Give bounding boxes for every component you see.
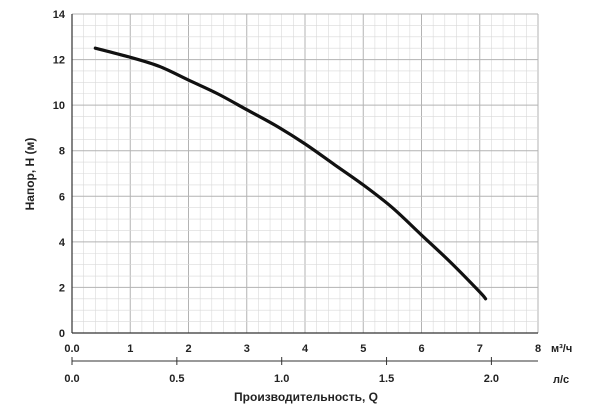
- x-secondary-tick-label: 0.5: [169, 373, 184, 385]
- x-secondary-tick-label: 0.0: [64, 373, 79, 385]
- y-tick-label: 0: [59, 328, 65, 340]
- x-tick-label: 2: [185, 343, 191, 355]
- grid: [71, 13, 539, 334]
- x-tick-label: 6: [418, 343, 424, 355]
- x-axis-label: Производительность, Q: [234, 390, 378, 404]
- x-secondary-tick-label: 1.5: [379, 373, 394, 385]
- y-tick-label: 6: [59, 191, 65, 203]
- y-tick-label: 12: [53, 55, 65, 67]
- x-secondary-tick-label: 2.0: [484, 373, 499, 385]
- y-tick-label: 4: [59, 237, 66, 249]
- x-tick-label: 7: [477, 343, 483, 355]
- series-group: [93, 46, 488, 301]
- y-tick-label: 8: [59, 146, 65, 158]
- x-tick-label: 4: [302, 343, 309, 355]
- y-axis-label: Напор, H (м): [23, 138, 37, 211]
- y-tick-label: 14: [53, 9, 66, 21]
- y-tick-label: 10: [53, 100, 65, 112]
- x-tick-label: 1: [127, 343, 133, 355]
- series-line: [93, 46, 488, 301]
- x-unit-secondary: л/с: [553, 374, 569, 386]
- x-unit-primary: м³/ч: [551, 343, 572, 355]
- axes: [71, 14, 538, 362]
- x-secondary-tick-label: 1.0: [274, 373, 289, 385]
- x-tick-label: 5: [360, 343, 366, 355]
- x-tick-label: 3: [244, 343, 250, 355]
- x-tick-label: 8: [535, 343, 541, 355]
- y-tick-label: 2: [59, 282, 65, 294]
- x-tick-label: 0.0: [64, 343, 79, 355]
